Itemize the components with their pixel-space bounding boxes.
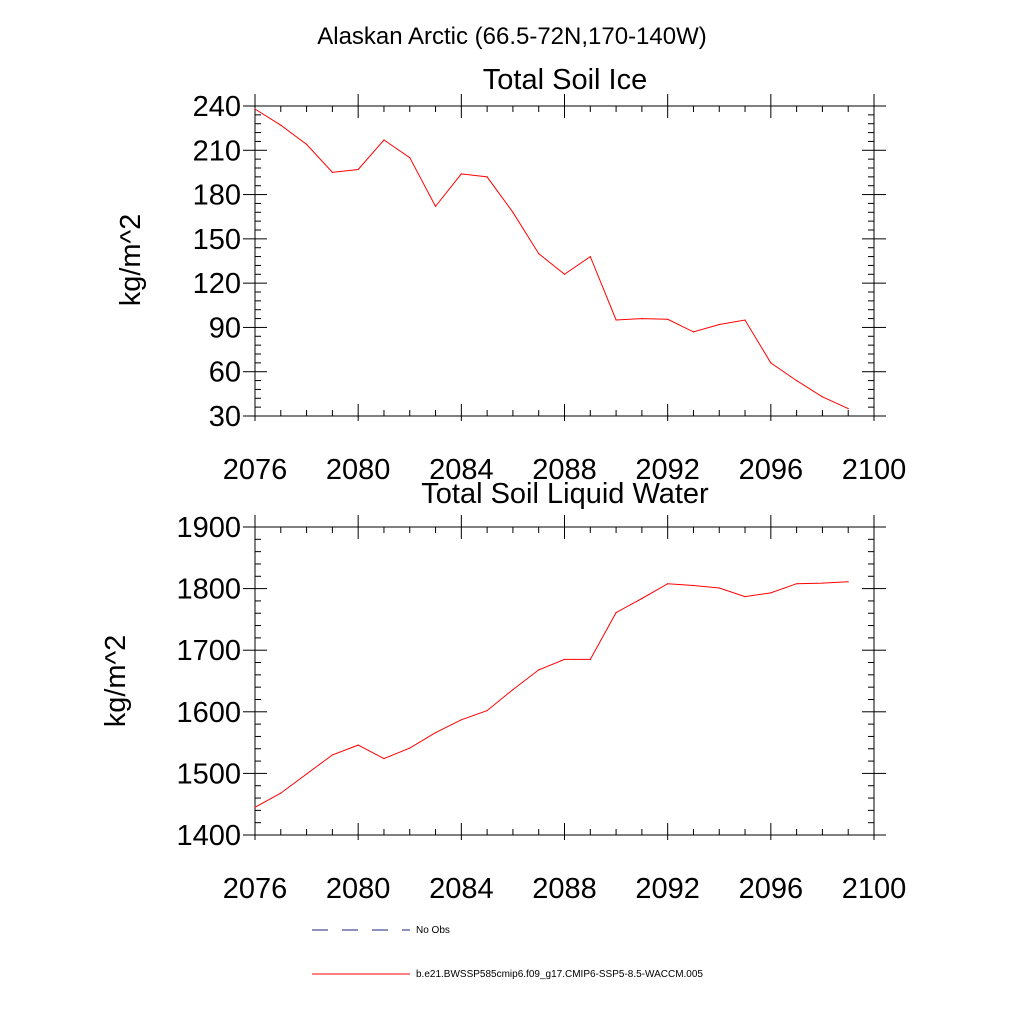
- y-tick-label: 240: [193, 91, 241, 123]
- data-point: [563, 273, 566, 275]
- data-point: [305, 143, 308, 145]
- data-point: [770, 592, 772, 594]
- data-point: [744, 319, 746, 321]
- data-point: [615, 612, 617, 614]
- y-tick-label: 1500: [176, 758, 241, 790]
- data-point: [821, 582, 824, 584]
- data-point: [305, 773, 308, 775]
- plot-area-soil-ice: 2076 2080 2084 2088 2092 2096 2100 30 60 90 120 150…: [193, 91, 907, 486]
- x-tick-label: 2088: [532, 873, 597, 905]
- data-point: [331, 754, 333, 756]
- data-point: [692, 331, 695, 333]
- data-point: [589, 658, 591, 661]
- panel-soil-liquid-water: Total Soil Liquid Water kg/m^2 2076 2080 2…: [100, 478, 906, 905]
- y-tick-label: 1900: [176, 512, 241, 544]
- data-point: [254, 806, 256, 808]
- x-tick-label: 2092: [635, 873, 700, 905]
- x-tick-label: 2080: [326, 873, 391, 905]
- data-point: [821, 396, 824, 398]
- y-tick-label: 1400: [176, 820, 241, 852]
- data-point: [667, 583, 669, 585]
- y-tick-label: 1600: [176, 697, 241, 729]
- plot-area-soil-liquid-water: 2076 2080 2084 2088 2092 2096 2100 1400 1500 1600…: [176, 512, 906, 905]
- data-point: [563, 658, 566, 661]
- data-point: [280, 124, 282, 126]
- data-point: [847, 408, 849, 410]
- data-point: [383, 139, 385, 141]
- data-point: [383, 758, 385, 760]
- data-point: [692, 584, 695, 587]
- data-point: [409, 157, 411, 159]
- legend: No Obs b.e21.BWSSP585cmip6.f09_g17.CMIP6…: [312, 925, 703, 980]
- x-tick-label: 2092: [635, 454, 700, 486]
- data-point: [538, 669, 540, 671]
- y-tick-label: 120: [193, 268, 241, 300]
- y-axis-label-soil-ice: kg/m^2: [115, 214, 147, 307]
- data-point: [796, 379, 798, 382]
- data-point: [460, 173, 462, 175]
- data-point: [512, 689, 514, 691]
- y-tick-label: 210: [193, 135, 241, 167]
- data-point: [718, 323, 720, 326]
- y-tick-label: 1700: [176, 635, 241, 667]
- series-line: [254, 581, 849, 808]
- data-point: [718, 587, 720, 589]
- data-point: [641, 597, 643, 600]
- x-tick-label: 2100: [842, 454, 907, 486]
- data-point: [667, 318, 669, 320]
- x-tick-label: 2084: [429, 873, 494, 905]
- y-tick-label: 150: [193, 224, 241, 256]
- data-point: [589, 255, 591, 258]
- y-tick-label: 1800: [176, 574, 241, 606]
- legend-label-no-obs: No Obs: [416, 925, 450, 936]
- data-point: [641, 317, 643, 320]
- data-point: [486, 709, 488, 712]
- data-point: [254, 108, 256, 110]
- series-line: [254, 108, 849, 410]
- data-point: [744, 596, 746, 598]
- data-point: [615, 319, 617, 321]
- y-tick-label: 90: [209, 312, 241, 344]
- x-tick-label: 2084: [429, 454, 494, 486]
- x-tick-label: 2096: [739, 873, 804, 905]
- panel-title-soil-ice: Total Soil Ice: [483, 64, 647, 96]
- y-tick-label: 30: [209, 401, 241, 433]
- data-point: [512, 211, 514, 213]
- panel-title-soil-liquid-water: Total Soil Liquid Water: [421, 478, 709, 510]
- data-point: [331, 171, 333, 174]
- data-point: [434, 732, 437, 734]
- data-point: [770, 362, 772, 364]
- legend-label-model: b.e21.BWSSP585cmip6.f09_g17.CMIP6-SSP5-8…: [416, 969, 703, 980]
- x-tick-label: 2100: [842, 873, 907, 905]
- x-tick-label: 2088: [532, 454, 597, 486]
- plot-frame: [254, 526, 875, 836]
- data-point: [434, 205, 437, 207]
- data-point: [847, 581, 849, 583]
- x-tick-label: 2080: [326, 454, 391, 486]
- data-point: [357, 168, 359, 171]
- data-point: [538, 253, 540, 255]
- data-point: [796, 583, 798, 585]
- x-tick-label: 2096: [739, 454, 804, 486]
- y-tick-label: 60: [209, 357, 241, 389]
- y-axis-label-soil-liquid-water: kg/m^2: [100, 635, 132, 728]
- data-point: [486, 176, 488, 178]
- main-title: Alaskan Arctic (66.5-72N,170-140W): [317, 23, 707, 50]
- data-point: [280, 792, 282, 794]
- x-tick-label: 2076: [223, 873, 288, 905]
- panel-soil-ice: Total Soil Ice kg/m^2 2076 2080 2084 2088 20…: [115, 64, 906, 486]
- y-tick-label: 180: [193, 180, 241, 212]
- x-tick-label: 2076: [223, 454, 288, 486]
- data-point: [409, 747, 411, 749]
- data-point: [460, 719, 462, 721]
- data-point: [357, 744, 359, 746]
